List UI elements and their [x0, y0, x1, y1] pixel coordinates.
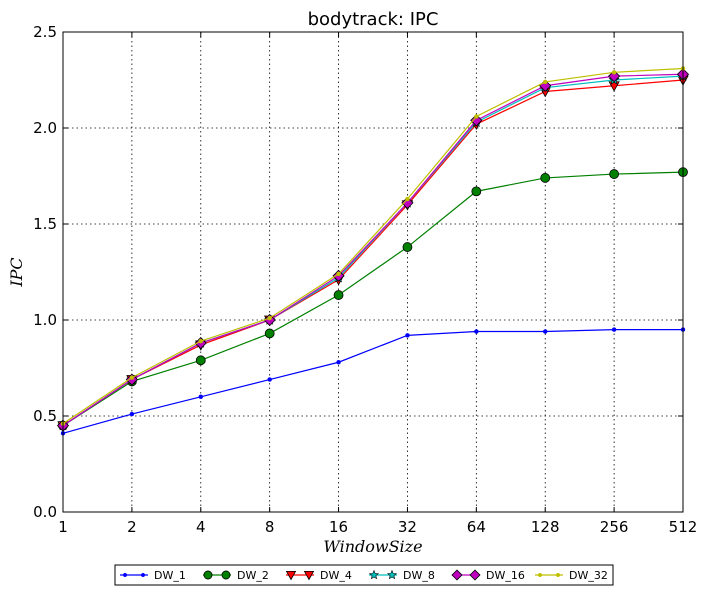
x-tick-label: 8: [265, 518, 275, 536]
data-point: [474, 329, 479, 334]
data-point: [474, 114, 479, 119]
data-point: [537, 572, 543, 578]
data-point: [401, 196, 414, 209]
data-point: [469, 569, 481, 581]
series-line: [62, 171, 684, 427]
data-point: [608, 70, 621, 83]
legend-item: DW_4: [285, 569, 352, 582]
y-tick-label: 0.0: [33, 503, 57, 521]
axis-ticks: 1 2 4 8 16 32 64 128 256 512 0.0 0.5 1.0 1.5 2.0 2.5: [33, 23, 697, 536]
series-dw-1: [60, 327, 686, 436]
legend-item: DW_8: [368, 569, 435, 582]
x-tick-label: 128: [531, 518, 560, 536]
x-tick-label: 256: [600, 518, 629, 536]
grid-lines: [63, 32, 683, 512]
x-tick-label: 16: [329, 518, 348, 536]
series-dw-16: [56, 68, 690, 432]
data-point: [405, 196, 410, 202]
data-point: [368, 569, 380, 580]
data-point: [336, 359, 341, 365]
series-line: [62, 67, 684, 425]
data-point: [555, 572, 561, 578]
data-point: [267, 377, 272, 382]
data-point: [285, 571, 297, 581]
series-line: [62, 73, 684, 427]
x-tick-label: 64: [467, 518, 486, 536]
data-point: [402, 242, 413, 252]
series-dw-32: [60, 66, 686, 426]
y-tick-label: 1.5: [33, 215, 57, 233]
legend-item: DW_32: [535, 569, 608, 582]
data-point: [386, 569, 398, 580]
data-point: [303, 571, 315, 581]
data-point: [542, 79, 548, 85]
data-point: [470, 114, 483, 127]
plot-area-frame: [62, 31, 684, 513]
series-dw-2: [58, 167, 688, 431]
series-line: [62, 329, 683, 434]
y-tick-label: 0.5: [33, 407, 57, 425]
y-axis-label: IPC: [7, 257, 26, 287]
legend: DW_1 DW_2 DW_4 DW_8 DW_16 DW_32: [114, 564, 614, 586]
series-layer: [56, 66, 690, 436]
data-point: [333, 290, 344, 300]
series-dw-8: [57, 70, 689, 431]
series-line: [62, 79, 684, 427]
series-dw-4: [57, 75, 689, 432]
legend-label: DW_16: [486, 569, 525, 582]
series-line: [62, 75, 684, 427]
x-tick-label: 32: [398, 518, 417, 536]
x-tick-label: 512: [669, 518, 698, 536]
x-tick-label: 4: [196, 518, 206, 536]
data-point: [122, 572, 128, 578]
y-tick-label: 2.0: [33, 119, 57, 137]
x-tick-label: 2: [127, 518, 137, 536]
x-tick-label: 1: [58, 518, 68, 536]
legend-label: DW_1: [154, 569, 186, 582]
data-point: [336, 271, 341, 277]
data-point: [405, 333, 410, 338]
y-tick-label: 1.0: [33, 311, 57, 329]
data-point: [611, 70, 617, 75]
data-point: [198, 394, 204, 400]
data-point: [540, 173, 551, 183]
legend-label: DW_8: [403, 569, 435, 582]
legend-label: DW_32: [569, 569, 608, 582]
data-point: [221, 570, 231, 580]
data-point: [267, 315, 272, 321]
legend-item: DW_1: [120, 569, 186, 582]
data-point: [611, 327, 617, 332]
legend-box: [114, 564, 614, 586]
x-axis-label: WindowSize: [323, 537, 422, 556]
data-point: [140, 572, 146, 578]
data-point: [129, 375, 135, 380]
data-point: [451, 569, 463, 581]
data-point: [609, 169, 620, 179]
data-point: [264, 328, 275, 339]
legend-label: DW_4: [320, 569, 352, 582]
data-point: [129, 411, 135, 417]
legend-item: DW_16: [451, 569, 525, 582]
legend-label: DW_2: [237, 569, 269, 582]
data-point: [195, 355, 206, 366]
legend-item: DW_2: [203, 569, 269, 582]
data-point: [471, 186, 482, 197]
data-point: [198, 338, 204, 344]
data-point: [203, 570, 213, 580]
y-tick-label: 2.5: [33, 23, 57, 41]
chart-title: bodytrack: IPC: [308, 9, 439, 30]
data-point: [542, 329, 548, 334]
